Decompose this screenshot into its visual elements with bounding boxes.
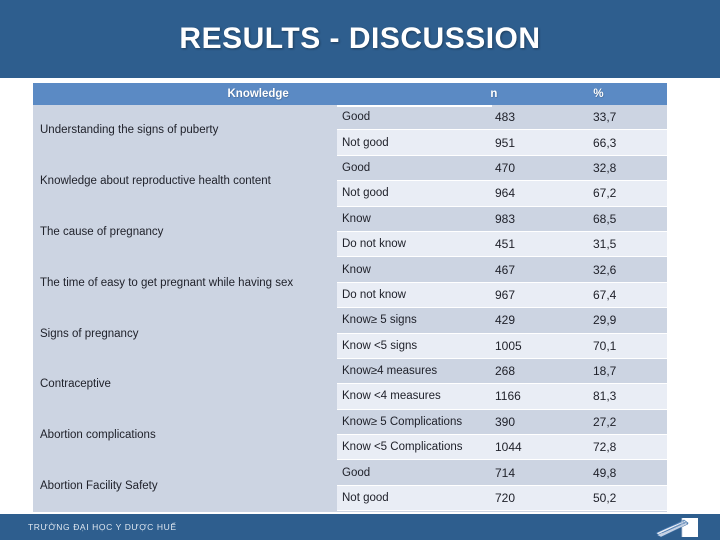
table-row: Good 483 33,7 (337, 105, 667, 131)
group-label: Signs of pregnancy (40, 327, 139, 340)
cell-category: Good (342, 161, 371, 174)
cell-percent: 32,8 (593, 160, 617, 175)
cell-category: Do not know (342, 238, 406, 251)
table-row: Not good 951 66,3 (337, 130, 667, 156)
slide-title-bar: RESULTS - DISCUSSION (0, 0, 720, 78)
cell-count: 483 (495, 110, 516, 125)
cell-category: Know≥ 5 signs (342, 314, 417, 327)
cell-percent: 67,2 (593, 186, 617, 201)
table-row: Know≥ 5 Complications 390 27,2 (337, 409, 667, 436)
cell-count: 390 (495, 414, 516, 429)
page-title: RESULTS - DISCUSSION (179, 22, 541, 55)
cell-category: Know <5 Complications (342, 441, 463, 454)
table-row: Know <4 measures 1166 81,3 (337, 384, 667, 410)
group-label: Knowledge about reproductive health cont… (40, 175, 271, 188)
cell-percent: 67,4 (593, 287, 617, 302)
cell-count: 467 (495, 262, 516, 277)
cell-category: Know <4 measures (342, 390, 441, 403)
table-row: Know <5 signs 1005 70,1 (337, 333, 667, 359)
cell-count: 951 (495, 135, 516, 150)
cell-count: 967 (495, 287, 516, 302)
cell-percent: 72,8 (593, 440, 617, 455)
cell-percent: 33,7 (593, 110, 617, 125)
cell-category: Not good (342, 187, 389, 200)
table-row: Know 467 32,6 (337, 257, 667, 283)
header-notch (337, 105, 492, 107)
table-row: Do not know 967 67,4 (337, 282, 667, 309)
cell-percent: 66,3 (593, 135, 617, 150)
table-body: Good 483 33,7 Not good 951 66,3 Good 470 32,8 Not… (33, 105, 667, 512)
cell-category: Know (342, 263, 371, 276)
cell-count: 964 (495, 186, 516, 201)
table-row: Not good 720 50,2 (337, 485, 667, 512)
cell-category: Know <5 signs (342, 339, 418, 352)
column-header-n: n (490, 88, 498, 100)
cell-category: Do not know (342, 288, 406, 301)
cell-category: Good (342, 466, 371, 479)
cell-count: 268 (495, 364, 516, 379)
table-row: Not good 964 67,2 (337, 181, 667, 207)
cell-percent: 27,2 (593, 414, 617, 429)
university-logo-icon (654, 517, 702, 538)
cell-percent: 31,5 (593, 237, 617, 252)
table-row: Know≥ 5 signs 429 29,9 (337, 308, 667, 334)
cell-count: 470 (495, 160, 516, 175)
cell-category: Know (342, 212, 371, 225)
cell-category: Good (342, 111, 371, 124)
cell-category: Know≥4 measures (342, 365, 438, 378)
cell-count: 451 (495, 237, 516, 252)
group-label: The cause of pregnancy (40, 225, 164, 238)
group-label-column: Understanding the signs of puberty Knowle… (33, 105, 337, 512)
cell-percent: 49,8 (593, 465, 617, 480)
table-header-row: Knowledge n % (33, 83, 667, 105)
table-row: Good 470 32,8 (337, 155, 667, 182)
table-row: Know 983 68,5 (337, 206, 667, 232)
cell-percent: 68,5 (593, 211, 617, 226)
cell-count: 1044 (495, 440, 522, 455)
group-label: Abortion complications (40, 429, 156, 442)
column-header-knowledge: Knowledge (227, 88, 289, 100)
cell-percent: 70,1 (593, 338, 617, 353)
group-label: The time of easy to get pregnant while h… (40, 276, 294, 289)
group-label: Contraceptive (40, 378, 111, 391)
group-label: Understanding the signs of puberty (40, 124, 219, 137)
cell-percent: 29,9 (593, 313, 617, 328)
table-row: Know <5 Complications 1044 72,8 (337, 435, 667, 461)
results-table: Knowledge n % Good 483 33,7 Not good 951 66,3… (33, 83, 667, 512)
table-row: Do not know 451 31,5 (337, 231, 667, 258)
cell-count: 429 (495, 313, 516, 328)
footer-institution-name: TRƯỜNG ĐẠI HỌC Y DƯỢC HUẾ (28, 522, 177, 532)
group-label: Abortion Facility Safety (40, 479, 158, 492)
cell-count: 714 (495, 465, 516, 480)
table-row: Good 714 49,8 (337, 460, 667, 486)
column-header-percent: % (593, 88, 604, 100)
cell-count: 1005 (495, 338, 522, 353)
table-rows-container: Good 483 33,7 Not good 951 66,3 Good 470 32,8 Not… (337, 105, 667, 512)
cell-category: Know≥ 5 Complications (342, 415, 463, 428)
cell-percent: 32,6 (593, 262, 617, 277)
cell-count: 983 (495, 211, 516, 226)
cell-category: Not good (342, 136, 389, 149)
table-row: Know≥4 measures 268 18,7 (337, 358, 667, 385)
cell-percent: 81,3 (593, 389, 617, 404)
cell-percent: 50,2 (593, 491, 617, 506)
cell-count: 720 (495, 491, 516, 506)
cell-count: 1166 (495, 389, 521, 404)
slide-footer-bar: TRƯỜNG ĐẠI HỌC Y DƯỢC HUẾ (0, 514, 720, 540)
cell-category: Not good (342, 492, 389, 505)
cell-percent: 18,7 (593, 364, 617, 379)
